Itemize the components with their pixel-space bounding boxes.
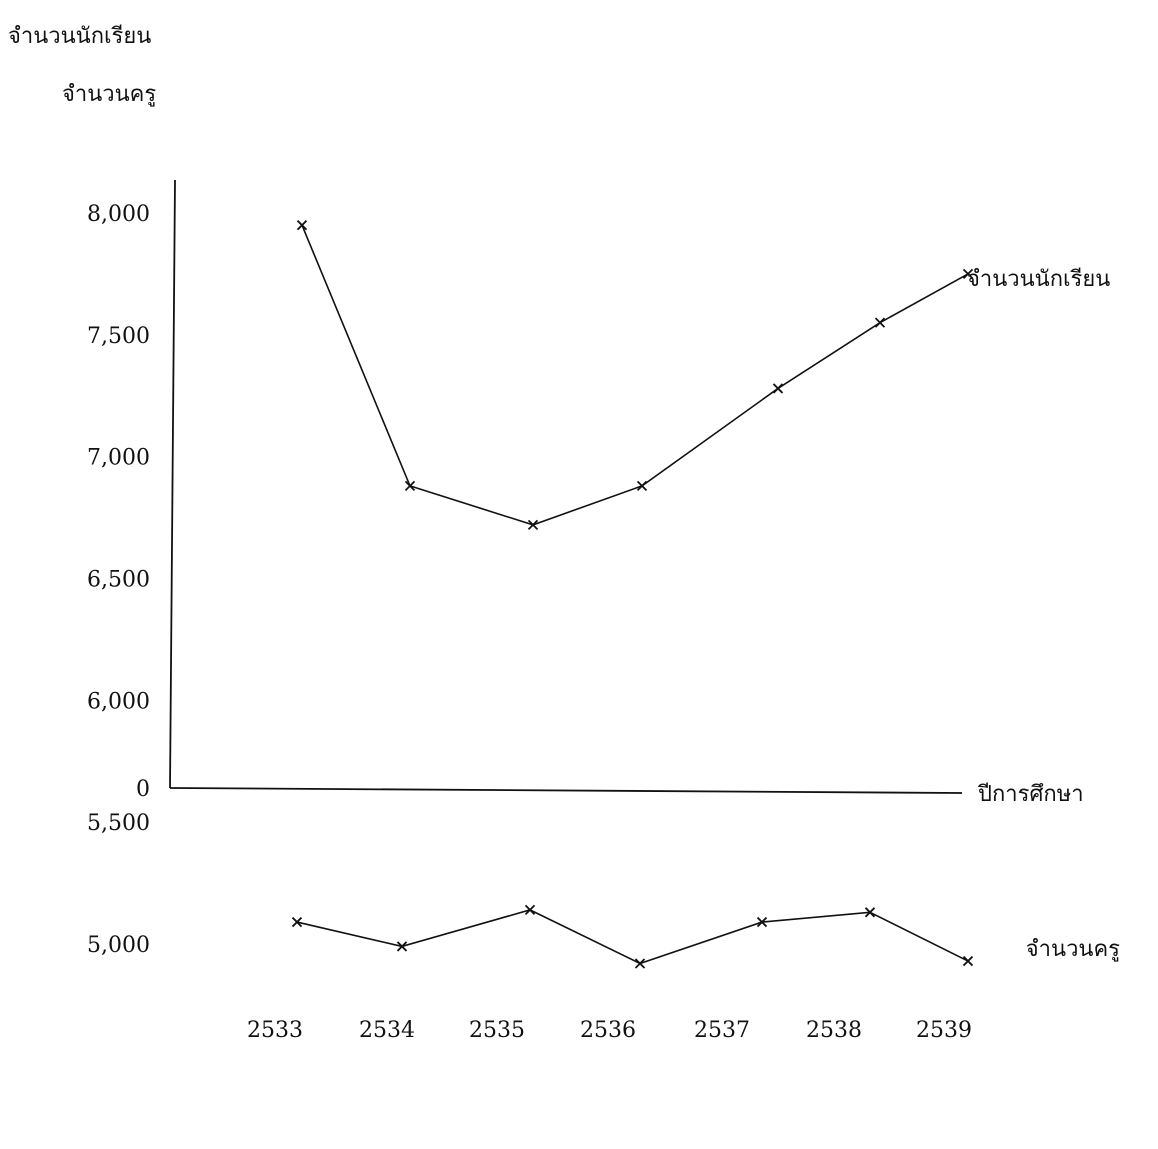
x-tick-label: 2535	[469, 1018, 525, 1043]
y-tick-label: 8,000	[87, 202, 150, 227]
x-tick-label: 2536	[580, 1018, 636, 1043]
x-axis-title: ปีการศึกษา	[977, 782, 1084, 807]
y-axis-label-students: จำนวนนักเรียน	[8, 24, 152, 49]
y-tick-label: 0	[136, 777, 150, 802]
y-tick-label: 7,500	[87, 324, 150, 349]
x-tick-labels: 2533 2534 2535 2536 2537 2538 2539	[247, 1018, 972, 1043]
x-tick-label: 2539	[916, 1018, 972, 1043]
series-group: จำนวนนักเรียนจำนวนครู	[291, 220, 1120, 969]
y-tick-label: 7,000	[87, 446, 150, 471]
data-point-marker	[634, 958, 646, 969]
series-line-students	[301, 224, 969, 526]
data-point-marker	[396, 941, 408, 952]
y-tick-label: 5,500	[87, 811, 150, 836]
x-tick-label: 2537	[694, 1018, 750, 1043]
data-point-marker	[864, 907, 876, 918]
data-point-marker	[404, 480, 416, 492]
data-point-marker	[772, 383, 784, 394]
series-line-teachers	[296, 909, 969, 965]
data-point-marker	[874, 317, 886, 328]
data-point-marker	[296, 220, 308, 231]
data-point-marker	[524, 904, 536, 916]
x-axis-line	[169, 787, 963, 794]
data-point-marker	[756, 916, 768, 928]
data-point-marker	[636, 480, 648, 492]
y-tick-labels: 0 5,000 5,500 6,000 6,500 7,000 7,500 8,000	[87, 202, 150, 958]
data-point-marker	[291, 916, 303, 928]
x-tick-label: 2534	[359, 1018, 415, 1043]
series-label-teachers: จำนวนครู	[1026, 937, 1120, 962]
data-point-marker	[962, 955, 974, 967]
y-tick-label: 6,500	[87, 568, 150, 593]
series-label-students: จำนวนนักเรียน	[967, 267, 1110, 292]
data-point-marker	[527, 519, 539, 531]
y-tick-label: 6,000	[87, 689, 150, 714]
y-tick-label: 5,000	[87, 933, 150, 958]
x-tick-label: 2533	[247, 1018, 303, 1043]
y-axis-line	[169, 179, 176, 789]
data-point-marker	[962, 268, 974, 280]
x-tick-label: 2538	[806, 1018, 862, 1043]
y-axis-label-teachers: จำนวนครู	[62, 82, 157, 107]
